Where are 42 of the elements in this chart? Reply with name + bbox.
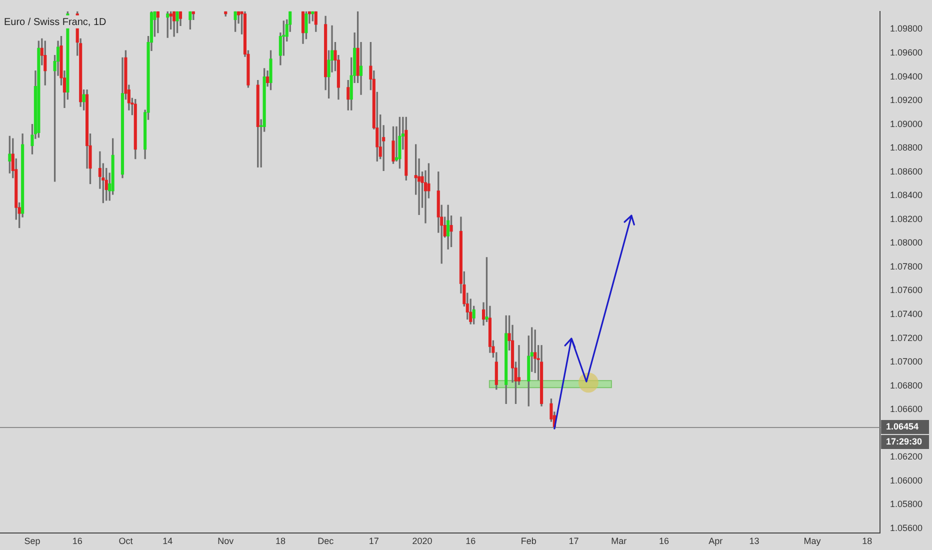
x-tick-label: Oct — [118, 536, 134, 546]
ref-line-label: 1.06454 — [886, 421, 919, 432]
x-tick-label: Feb — [520, 536, 536, 546]
x-tick-label: 14 — [162, 536, 173, 546]
x-tick-label: 16 — [659, 536, 670, 546]
y-tick-label: 1.07800 — [890, 261, 923, 272]
x-tick-label: May — [804, 536, 822, 546]
y-tick-label: 1.08800 — [890, 142, 923, 153]
y-tick-label: 1.09600 — [890, 47, 923, 58]
x-tick-label: Sep — [24, 536, 40, 546]
text: 17:29:30 — [886, 436, 922, 446]
x-tick-label: Mar — [611, 536, 627, 546]
y-tick-label: 1.07000 — [890, 356, 923, 367]
x-tick-label: Dec — [318, 536, 334, 546]
x-tick-label: 18 — [275, 536, 286, 546]
x-tick-label: 17 — [568, 536, 579, 546]
y-tick-label: 1.06000 — [890, 475, 923, 486]
x-tick-label: Apr — [708, 536, 723, 546]
x-tick-label: 18 — [862, 536, 872, 546]
y-tick-label: 1.05600 — [890, 522, 923, 533]
x-tick-label: 13 — [749, 536, 760, 546]
y-tick-label: 1.07600 — [890, 285, 923, 296]
y-tick-label: 1.06600 — [890, 404, 923, 414]
y-tick-label: 1.07200 — [890, 332, 923, 343]
y-tick-label: 1.05800 — [890, 499, 923, 510]
y-tick-label: 1.06800 — [890, 380, 923, 390]
x-tick-label: 2020 — [412, 536, 432, 546]
y-tick-label: 1.06200 — [890, 452, 923, 462]
y-tick-label: 1.07400 — [890, 308, 923, 319]
y-tick-label: 1.08400 — [890, 190, 923, 200]
text: Euro / Swiss Franc, 1D — [4, 17, 106, 28]
y-tick-label: 1.09200 — [890, 95, 923, 106]
x-tick-label: 17 — [368, 536, 379, 546]
y-tick-label: 1.08200 — [890, 214, 923, 224]
x-tick-label: 16 — [466, 536, 476, 546]
x-tick-label: 16 — [72, 536, 82, 546]
y-tick-label: 1.08000 — [890, 238, 923, 248]
y-tick-label: 1.09000 — [890, 118, 923, 129]
y-tick-label: 1.09800 — [890, 24, 923, 34]
y-tick-label: 1.09400 — [890, 71, 923, 82]
y-tick-label: 1.08600 — [890, 166, 923, 176]
x-tick-label: Nov — [218, 536, 234, 546]
